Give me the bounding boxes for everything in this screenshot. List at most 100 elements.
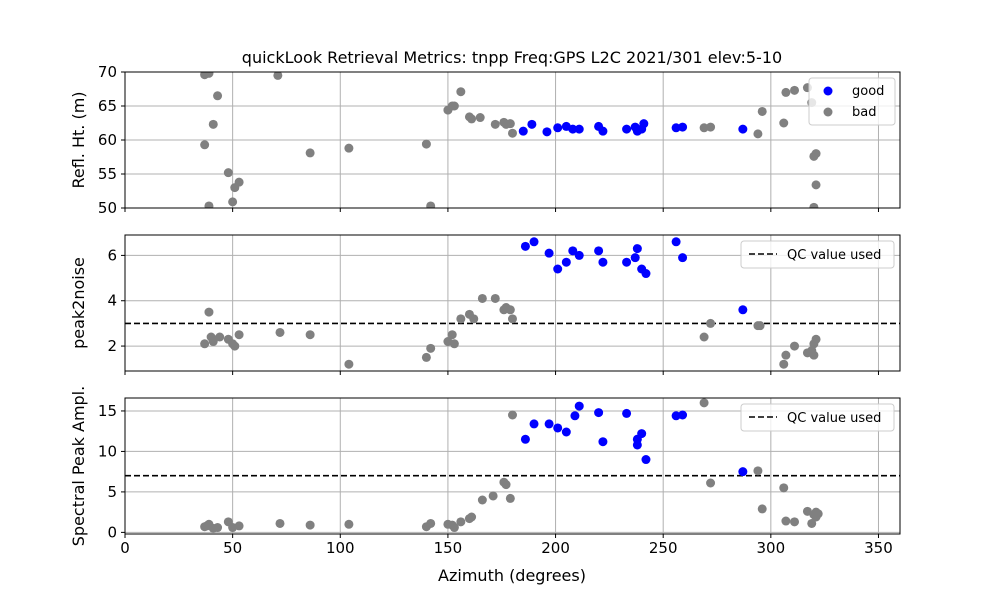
panel-peak2noise: 2 4 6 peak2noise QC value used	[69, 234, 901, 375]
data-point-bad	[490, 293, 500, 303]
data-point-good	[594, 246, 604, 256]
legend-label-bad: bad	[852, 105, 876, 120]
data-point-good	[574, 124, 584, 134]
data-point-good	[598, 126, 608, 136]
data-point-bad	[488, 491, 498, 501]
data-point-good	[738, 467, 748, 477]
data-point-bad	[456, 87, 466, 97]
data-point-good	[574, 250, 584, 260]
y-tick-label: 4	[107, 292, 117, 310]
x-tick-label: 150	[434, 539, 463, 557]
data-point-good	[594, 408, 604, 418]
points-spectral	[200, 398, 823, 533]
data-point-good	[637, 429, 647, 439]
data-point-bad	[469, 314, 479, 324]
data-point-good	[622, 408, 632, 418]
x-tick-label: 100	[326, 539, 355, 557]
data-point-good	[520, 241, 530, 251]
data-point-good	[574, 401, 584, 411]
data-point-good	[542, 127, 552, 137]
legend: good bad	[808, 77, 896, 126]
data-point-bad	[781, 350, 791, 360]
points-refl	[200, 72, 821, 208]
data-point-bad	[305, 330, 315, 340]
x-tick-label: 350	[864, 539, 893, 557]
y-tick-label: 60	[98, 131, 117, 149]
data-point-bad	[200, 140, 210, 150]
y-tick-label: 65	[98, 97, 117, 115]
data-point-bad	[449, 101, 459, 111]
data-point-bad	[475, 113, 485, 123]
data-point-bad	[449, 523, 459, 533]
data-point-bad	[757, 106, 767, 116]
data-point-bad	[421, 352, 431, 362]
data-point-bad	[757, 504, 767, 514]
data-point-good	[561, 257, 571, 267]
data-point-bad	[204, 72, 214, 78]
x-tick-label: 200	[541, 539, 570, 557]
chart-title: quickLook Retrieval Metrics: tnpp Freq:G…	[242, 48, 782, 67]
data-point-bad	[755, 321, 765, 331]
y-tick-label: 0	[107, 523, 117, 541]
data-point-bad	[213, 523, 223, 533]
x-tick-label: 250	[649, 539, 678, 557]
x-axis-label: Azimuth (degrees)	[438, 566, 586, 585]
data-point-good	[622, 257, 632, 267]
y-tick-label: 2	[107, 337, 117, 355]
data-point-bad	[344, 359, 354, 369]
y-axis-label: Spectral Peak Ampl.	[69, 386, 88, 546]
data-point-bad	[477, 293, 487, 303]
data-point-bad	[811, 334, 821, 344]
data-point-bad	[467, 512, 477, 522]
data-point-good	[738, 124, 748, 134]
y-axis-label: peak2noise	[69, 257, 88, 349]
data-point-bad	[706, 478, 716, 488]
y-tick-label: 15	[98, 402, 117, 420]
data-point-bad	[706, 318, 716, 328]
data-point-good	[529, 237, 539, 247]
data-point-bad	[234, 521, 244, 531]
data-point-good	[641, 455, 651, 465]
data-point-bad	[699, 398, 709, 408]
data-point-bad	[467, 114, 477, 124]
y-tick-label: 55	[98, 165, 117, 183]
data-point-bad	[790, 341, 800, 351]
data-point-bad	[208, 119, 218, 129]
data-point-bad	[501, 480, 511, 490]
legend: QC value used	[740, 403, 895, 432]
data-point-bad	[753, 466, 763, 476]
data-point-bad	[273, 72, 283, 80]
data-point-bad	[790, 85, 800, 95]
legend-box	[740, 240, 895, 269]
data-point-good	[568, 246, 578, 256]
data-point-bad	[275, 518, 285, 528]
legend-marker-good	[823, 86, 833, 96]
data-point-bad	[706, 122, 716, 132]
data-point-good	[671, 237, 681, 247]
legend-label-good: good	[852, 84, 884, 99]
data-point-good	[738, 305, 748, 315]
data-point-bad	[204, 201, 214, 208]
data-point-good	[632, 440, 642, 450]
data-point-good	[520, 434, 530, 444]
data-point-bad	[204, 307, 214, 317]
data-point-bad	[779, 118, 789, 128]
legend-label-qc: QC value used	[787, 411, 881, 426]
data-point-good	[641, 269, 651, 279]
data-point-good	[630, 253, 640, 263]
data-point-bad	[447, 330, 457, 340]
data-point-bad	[779, 483, 789, 493]
panel-spectral: 0 50 100 150 200 250 300 350 0 5 10 15 Spectral Peak…	[69, 386, 901, 557]
y-axis-label: Refl. Ht. (m)	[69, 91, 88, 188]
data-point-bad	[790, 517, 800, 527]
data-point-bad	[753, 129, 763, 139]
data-point-bad	[456, 517, 466, 527]
data-point-bad	[305, 520, 315, 530]
data-point-bad	[807, 518, 817, 528]
data-point-bad	[779, 359, 789, 369]
data-point-bad	[200, 339, 210, 349]
data-point-bad	[421, 139, 431, 149]
data-point-bad	[234, 330, 244, 340]
data-point-good	[544, 248, 554, 258]
